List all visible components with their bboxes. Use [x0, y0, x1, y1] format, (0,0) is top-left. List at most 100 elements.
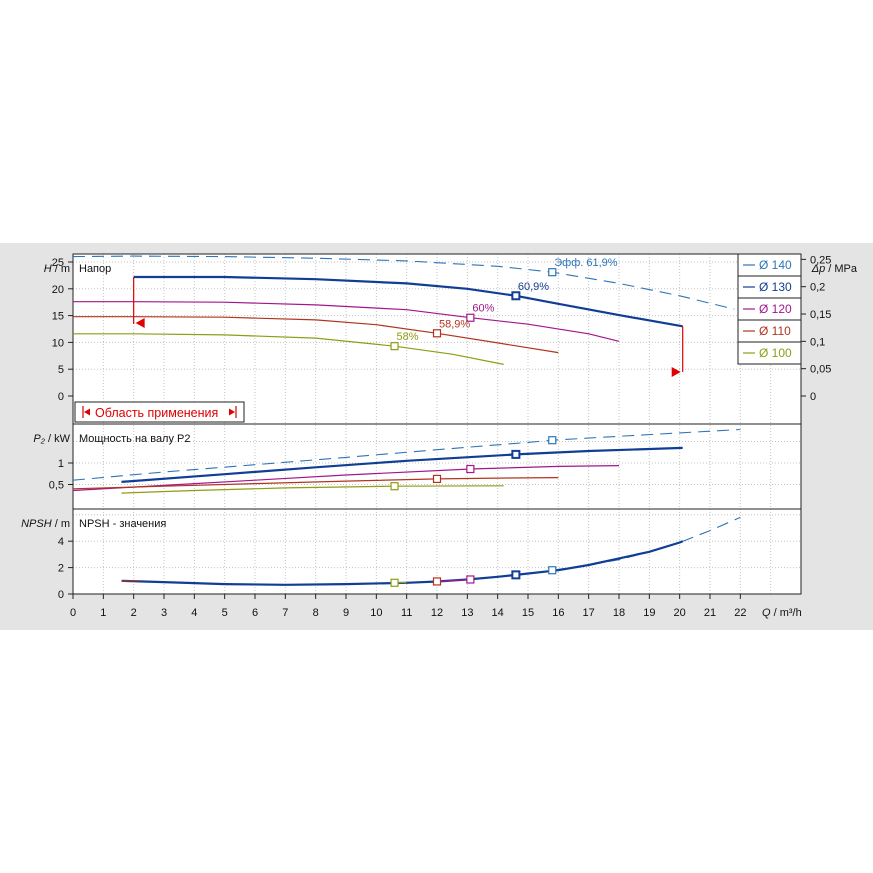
duty-point-marker — [432, 329, 442, 338]
duty-point-marker — [466, 464, 475, 474]
range-min-arrow — [135, 318, 145, 328]
pump-curve-panel: 0 1 2 3 4 5 6 7 8 9 10 11 12 13 14 15 16 17 18 19 20 21 22 Q / … — [0, 243, 873, 630]
x-tick-label: 5 — [222, 607, 228, 619]
series-line-head-4 — [73, 333, 504, 365]
x-tick-label: 22 — [734, 607, 746, 619]
series-line-head-2 — [73, 301, 620, 342]
y-tick-label: 2 — [58, 563, 64, 575]
series-line-power-1 — [121, 446, 683, 483]
y-tick-label: 5 — [58, 364, 64, 376]
x-tick-label: 2 — [131, 607, 137, 619]
y-axis-label: NPSH / m — [21, 518, 70, 530]
duty-point-marker — [432, 577, 442, 586]
y-axis-label-unit: / m — [52, 518, 70, 530]
y-axis-label-unit: / m — [52, 263, 70, 275]
range-max-arrow — [671, 367, 681, 377]
duty-point-marker — [390, 342, 399, 351]
panel-title: NPSH - значения — [79, 518, 166, 530]
legend-entry-label: Ø 120 — [759, 302, 792, 316]
series-line-power-3 — [72, 477, 559, 490]
duty-point-marker — [511, 570, 521, 580]
application-range-left-arrow — [84, 408, 90, 416]
y-tick-label: 0 — [58, 589, 64, 601]
x-tick-label: 7 — [282, 607, 288, 619]
right-axis-label-unit: / MPa — [825, 263, 858, 275]
right-axis-label: Δp / MPa — [811, 263, 858, 275]
duty-point-marker — [548, 268, 557, 277]
y-axis-label-var: NPSH — [21, 518, 52, 530]
duty-point-marker — [466, 575, 475, 584]
series-line-power-0 — [72, 428, 741, 481]
x-tick-label: 21 — [704, 607, 716, 619]
pump-performance-chart: 0 1 2 3 4 5 6 7 8 9 10 11 12 13 14 15 16 17 18 19 20 21 22 Q / … — [21, 253, 858, 619]
x-tick-label: 10 — [370, 607, 382, 619]
y-tick-label: 0,5 — [49, 480, 64, 492]
x-tick-label: 13 — [461, 607, 473, 619]
y-axis-label: H / m — [44, 263, 70, 275]
panel-title: Напор — [79, 263, 111, 275]
x-axis-label-var: Q — [762, 607, 771, 619]
x-axis-label: Q / m³/h — [762, 607, 802, 619]
x-tick-label: 0 — [70, 607, 76, 619]
efficiency-label: 60,9% — [518, 281, 549, 293]
right-tick-label: 0,15 — [810, 309, 831, 321]
application-range-label: Область применения — [95, 406, 218, 420]
duty-point-marker — [511, 449, 521, 459]
x-tick-label: 16 — [552, 607, 564, 619]
efficiency-label: 58,9% — [439, 318, 470, 330]
series-line-power-2 — [72, 465, 620, 492]
duty-point-marker — [548, 566, 557, 575]
right-tick-label: 0,2 — [810, 282, 825, 294]
duty-point-marker — [390, 578, 399, 587]
duty-point-marker — [548, 436, 557, 445]
y-tick-label: 1 — [58, 458, 64, 470]
series-line-head-1 — [133, 275, 683, 328]
x-tick-label: 8 — [313, 607, 319, 619]
x-axis-label-unit: / m³/h — [771, 607, 802, 619]
right-tick-label: 0,1 — [810, 336, 825, 348]
efficiency-label: 58% — [397, 331, 419, 343]
y-axis-label-var: H — [44, 263, 52, 275]
duty-point-marker — [432, 474, 442, 484]
application-range-right-arrow — [229, 408, 235, 416]
right-tick-label: 0,05 — [810, 364, 831, 376]
y-axis-label-unit: / kW — [45, 433, 71, 445]
x-tick-label: 9 — [343, 607, 349, 619]
legend-entry-label: Ø 110 — [759, 324, 791, 338]
x-tick-label: 20 — [674, 607, 686, 619]
panel-title: Мощность на валу P2 — [79, 433, 191, 445]
y-axis-label: P₂ / kW — [33, 433, 70, 445]
y-tick-label: 25 — [52, 257, 64, 269]
right-tick-label: 0,25 — [810, 254, 831, 266]
duty-point-marker — [466, 313, 475, 322]
y-tick-label: 20 — [52, 284, 64, 296]
x-tick-label: 4 — [191, 607, 197, 619]
efficiency-label: Эфф. 61,9% — [554, 257, 618, 269]
x-tick-label: 19 — [643, 607, 655, 619]
y-axis-label-var: P₂ — [33, 433, 45, 445]
x-tick-label: 14 — [492, 607, 504, 619]
x-tick-label: 11 — [401, 607, 412, 619]
legend-entry-label: Ø 140 — [759, 258, 792, 272]
legend-entry-label: Ø 130 — [759, 280, 792, 294]
x-tick-label: 12 — [431, 607, 443, 619]
x-tick-label: 6 — [252, 607, 258, 619]
duty-point-marker — [390, 482, 399, 491]
y-tick-label: 4 — [58, 536, 64, 548]
x-tick-label: 3 — [161, 607, 167, 619]
application-range-box — [74, 401, 245, 423]
duty-point-marker — [511, 291, 521, 301]
series-line-npsh-1 — [121, 540, 684, 586]
right-axis-label-var: Δp — [811, 263, 826, 275]
efficiency-label: 60% — [472, 303, 494, 315]
x-tick-label: 1 — [100, 607, 106, 619]
series-line-power-4 — [121, 485, 504, 494]
y-tick-label: 0 — [58, 391, 64, 403]
series-line-npsh-2 — [436, 578, 471, 583]
x-tick-label: 18 — [613, 607, 625, 619]
series-line-head-0 — [72, 255, 735, 310]
y-tick-label: 15 — [52, 311, 64, 323]
legend-entry-label: Ø 100 — [759, 346, 792, 360]
x-tick-label: 15 — [522, 607, 534, 619]
y-tick-label: 10 — [52, 337, 64, 349]
